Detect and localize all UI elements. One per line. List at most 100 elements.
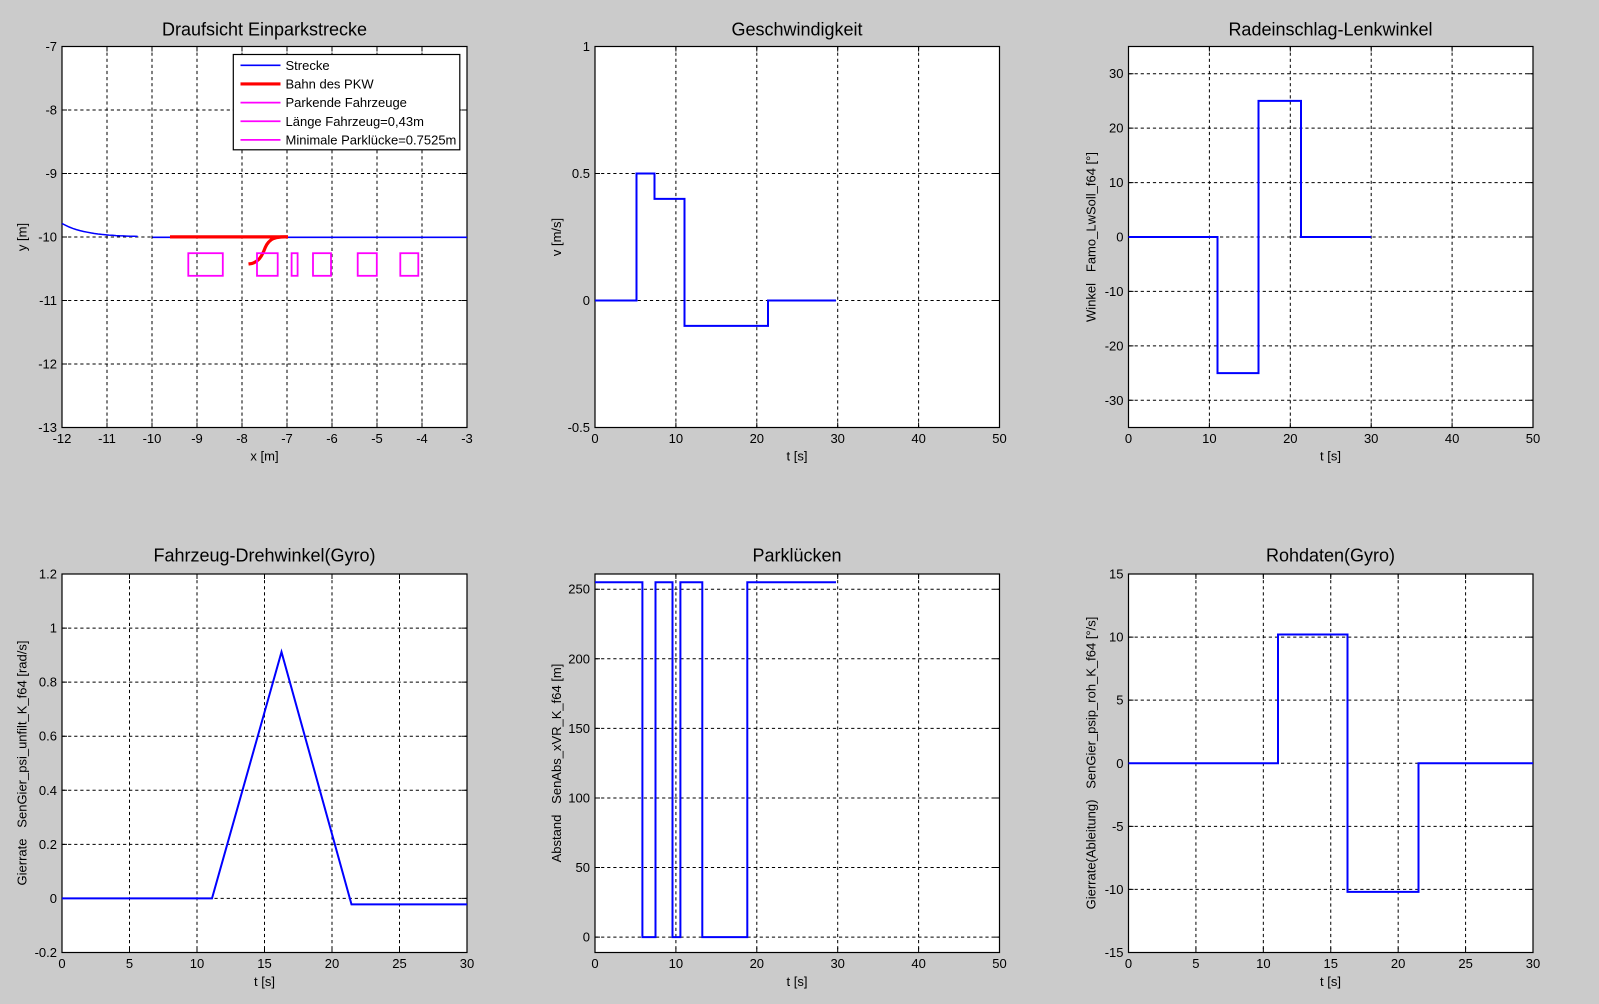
- svg-text:-12: -12: [38, 357, 57, 372]
- svg-text:y [m]: y [m]: [15, 223, 30, 251]
- svg-text:50: 50: [992, 956, 1006, 971]
- svg-text:Geschwindigkeit: Geschwindigkeit: [731, 20, 862, 40]
- svg-text:0.4: 0.4: [39, 783, 57, 798]
- svg-text:-9: -9: [45, 166, 57, 181]
- svg-text:0: 0: [58, 956, 65, 971]
- svg-text:Radeinschlag-Lenkwinkel: Radeinschlag-Lenkwinkel: [1228, 20, 1432, 40]
- svg-text:-5: -5: [1112, 819, 1124, 834]
- svg-text:30: 30: [830, 956, 844, 971]
- svg-text:5: 5: [1192, 956, 1199, 971]
- svg-text:-7: -7: [281, 431, 293, 446]
- svg-text:10: 10: [1256, 956, 1270, 971]
- svg-text:t [s]: t [s]: [1320, 974, 1341, 989]
- svg-text:10: 10: [1109, 175, 1123, 190]
- svg-text:0.5: 0.5: [572, 166, 590, 181]
- svg-text:Parkende Fahrzeuge: Parkende Fahrzeuge: [286, 95, 407, 110]
- svg-text:5: 5: [126, 956, 133, 971]
- svg-text:Minimale Parklücke=0.7525m: Minimale Parklücke=0.7525m: [286, 132, 457, 147]
- svg-text:x [m]: x [m]: [250, 449, 278, 464]
- svg-text:-10: -10: [38, 230, 57, 245]
- svg-text:0: 0: [583, 930, 590, 945]
- svg-text:-0.2: -0.2: [35, 945, 57, 960]
- svg-text:-8: -8: [236, 431, 248, 446]
- svg-text:-7: -7: [45, 39, 57, 54]
- svg-text:-5: -5: [371, 431, 383, 446]
- svg-text:1: 1: [583, 39, 590, 54]
- svg-text:0.6: 0.6: [39, 729, 57, 744]
- svg-text:Fahrzeug-Drehwinkel(Gyro): Fahrzeug-Drehwinkel(Gyro): [153, 546, 375, 566]
- svg-text:100: 100: [568, 790, 590, 805]
- svg-text:-11: -11: [39, 293, 57, 308]
- svg-text:20: 20: [1109, 121, 1123, 136]
- svg-text:15: 15: [257, 956, 271, 971]
- svg-text:30: 30: [460, 956, 474, 971]
- svg-text:0.8: 0.8: [39, 675, 57, 690]
- svg-text:50: 50: [992, 431, 1006, 446]
- svg-text:10: 10: [669, 431, 683, 446]
- svg-text:-4: -4: [416, 431, 428, 446]
- svg-text:-10: -10: [1105, 882, 1124, 897]
- svg-text:Gierrate SenGier_psi_unfilt_: Gierrate SenGier_psi_unfilt_K_f64 [rad/s…: [15, 641, 30, 886]
- svg-text:Rohdaten(Gyro): Rohdaten(Gyro): [1266, 546, 1395, 566]
- svg-text:-8: -8: [45, 103, 57, 118]
- svg-text:30: 30: [1109, 66, 1123, 81]
- svg-text:Winkel Famo_LwSoll_f64 [°]: Winkel Famo_LwSoll_f64 [°]: [1084, 152, 1099, 322]
- svg-text:10: 10: [190, 956, 204, 971]
- svg-text:200: 200: [568, 651, 590, 666]
- svg-text:0.2: 0.2: [39, 837, 57, 852]
- svg-text:5: 5: [1116, 693, 1123, 708]
- svg-text:t [s]: t [s]: [787, 449, 808, 464]
- svg-text:Bahn des PKW: Bahn des PKW: [286, 76, 375, 91]
- svg-text:-12: -12: [53, 431, 72, 446]
- svg-text:20: 20: [1283, 431, 1297, 446]
- svg-text:25: 25: [1458, 956, 1472, 971]
- svg-text:30: 30: [1364, 431, 1378, 446]
- svg-text:1.2: 1.2: [39, 567, 57, 582]
- svg-text:20: 20: [1391, 956, 1405, 971]
- svg-text:-11: -11: [98, 431, 116, 446]
- svg-text:150: 150: [568, 721, 590, 736]
- svg-text:-20: -20: [1105, 338, 1124, 353]
- svg-text:10: 10: [1109, 630, 1123, 645]
- svg-text:-9: -9: [191, 431, 203, 446]
- svg-text:15: 15: [1324, 956, 1338, 971]
- svg-text:-13: -13: [38, 420, 57, 435]
- svg-text:15: 15: [1109, 567, 1123, 582]
- svg-text:0: 0: [591, 956, 598, 971]
- svg-text:-3: -3: [461, 431, 473, 446]
- svg-text:30: 30: [1526, 956, 1540, 971]
- svg-text:10: 10: [669, 956, 683, 971]
- svg-text:30: 30: [830, 431, 844, 446]
- svg-text:0: 0: [583, 293, 590, 308]
- svg-text:-10: -10: [1105, 284, 1124, 299]
- svg-text:-30: -30: [1105, 393, 1124, 408]
- svg-text:50: 50: [576, 860, 590, 875]
- svg-text:250: 250: [568, 582, 590, 597]
- svg-text:Draufsicht Einparkstrecke: Draufsicht Einparkstrecke: [162, 20, 367, 40]
- svg-text:-15: -15: [1105, 945, 1124, 960]
- svg-text:0: 0: [1125, 431, 1132, 446]
- svg-text:t [s]: t [s]: [254, 974, 275, 989]
- svg-text:40: 40: [911, 431, 925, 446]
- svg-text:Länge Fahrzeug=0,43m: Länge Fahrzeug=0,43m: [286, 114, 424, 129]
- svg-text:-10: -10: [143, 431, 162, 446]
- svg-text:-6: -6: [326, 431, 338, 446]
- svg-text:Strecke: Strecke: [286, 58, 330, 73]
- svg-text:Parklücken: Parklücken: [752, 546, 841, 566]
- svg-text:0: 0: [1116, 756, 1123, 771]
- svg-text:0: 0: [591, 431, 598, 446]
- svg-text:50: 50: [1526, 431, 1540, 446]
- svg-text:10: 10: [1202, 431, 1216, 446]
- svg-text:v [m/s]: v [m/s]: [549, 218, 564, 256]
- svg-text:20: 20: [325, 956, 339, 971]
- svg-text:40: 40: [1445, 431, 1459, 446]
- svg-text:40: 40: [911, 956, 925, 971]
- svg-text:1: 1: [50, 621, 57, 636]
- svg-text:t [s]: t [s]: [1320, 449, 1341, 464]
- svg-text:0: 0: [1116, 230, 1123, 245]
- svg-text:0: 0: [50, 891, 57, 906]
- svg-text:t [s]: t [s]: [787, 974, 808, 989]
- svg-text:20: 20: [750, 956, 764, 971]
- svg-text:20: 20: [750, 431, 764, 446]
- svg-text:25: 25: [392, 956, 406, 971]
